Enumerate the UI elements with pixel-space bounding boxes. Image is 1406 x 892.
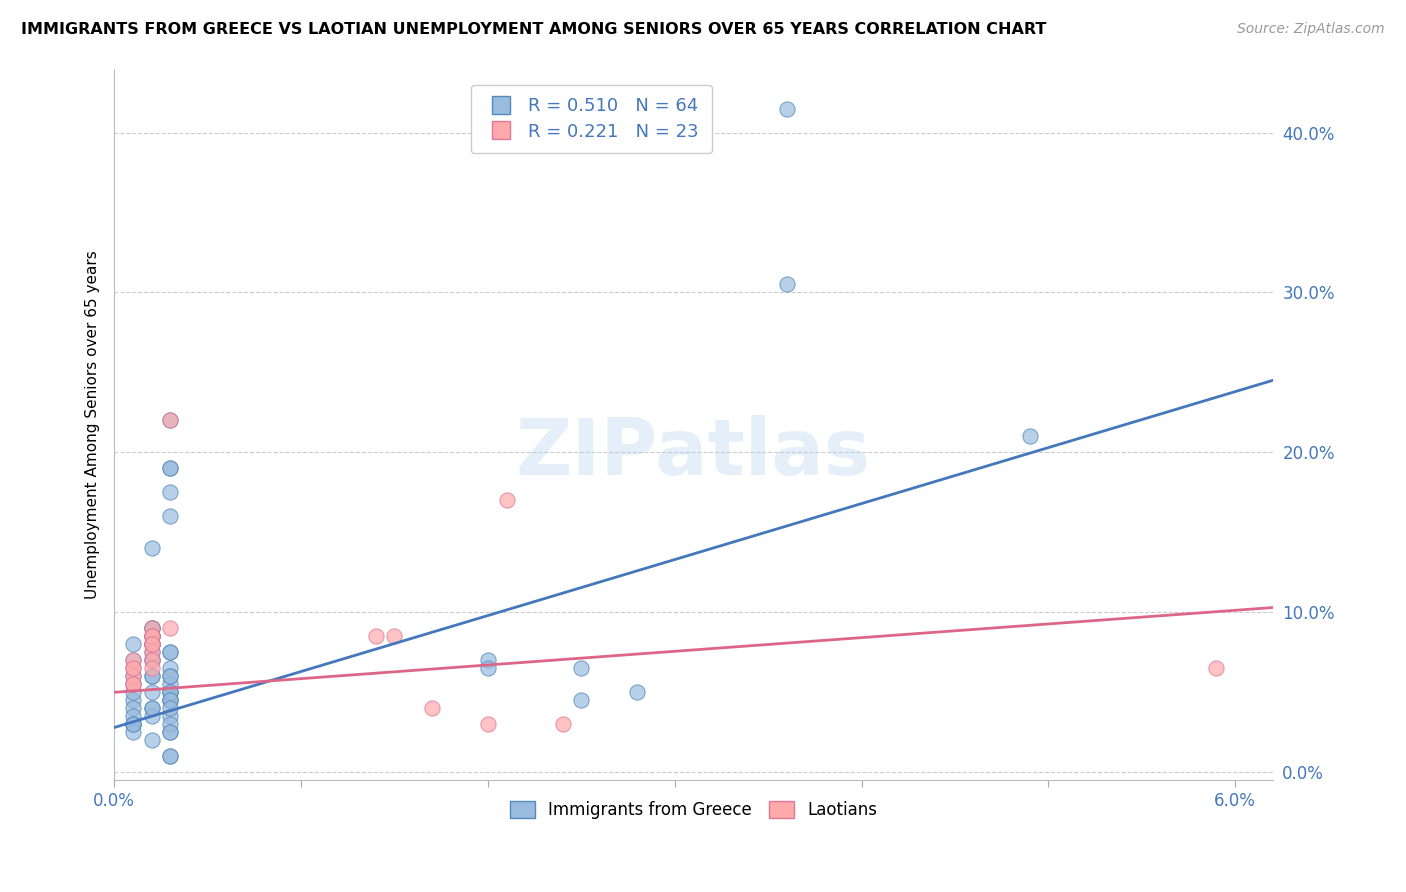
Text: Source: ZipAtlas.com: Source: ZipAtlas.com	[1237, 22, 1385, 37]
Point	[551, 717, 574, 731]
Point	[141, 637, 163, 651]
Point	[1018, 429, 1040, 443]
Point	[159, 685, 181, 699]
Point	[141, 629, 163, 643]
Point	[141, 621, 163, 635]
Point	[159, 461, 181, 475]
Point	[159, 693, 181, 707]
Point	[141, 653, 163, 667]
Point	[776, 277, 799, 292]
Point	[477, 661, 499, 675]
Point	[141, 661, 163, 675]
Point	[159, 693, 181, 707]
Point	[159, 645, 181, 659]
Point	[159, 701, 181, 715]
Point	[141, 733, 163, 747]
Point	[159, 717, 181, 731]
Point	[141, 653, 163, 667]
Point	[626, 685, 648, 699]
Point	[122, 677, 145, 691]
Point	[141, 637, 163, 651]
Point	[159, 709, 181, 723]
Point	[159, 509, 181, 524]
Point	[122, 677, 145, 691]
Point	[159, 621, 181, 635]
Point	[122, 669, 145, 683]
Point	[159, 725, 181, 739]
Point	[159, 669, 181, 683]
Point	[141, 669, 163, 683]
Point	[159, 413, 181, 427]
Point	[122, 701, 145, 715]
Point	[1205, 661, 1227, 675]
Point	[122, 661, 145, 675]
Point	[141, 709, 163, 723]
Point	[122, 685, 145, 699]
Point	[159, 725, 181, 739]
Legend: Immigrants from Greece, Laotians: Immigrants from Greece, Laotians	[503, 794, 883, 825]
Point	[122, 693, 145, 707]
Point	[141, 629, 163, 643]
Point	[159, 645, 181, 659]
Point	[159, 485, 181, 500]
Point	[122, 677, 145, 691]
Point	[159, 461, 181, 475]
Point	[159, 685, 181, 699]
Point	[141, 629, 163, 643]
Point	[159, 749, 181, 764]
Point	[141, 637, 163, 651]
Point	[141, 621, 163, 635]
Point	[141, 701, 163, 715]
Point	[141, 669, 163, 683]
Point	[122, 709, 145, 723]
Point	[495, 493, 517, 508]
Point	[159, 661, 181, 675]
Point	[364, 629, 387, 643]
Point	[569, 693, 592, 707]
Point	[141, 621, 163, 635]
Point	[122, 653, 145, 667]
Point	[141, 645, 163, 659]
Point	[141, 629, 163, 643]
Point	[569, 661, 592, 675]
Point	[122, 661, 145, 675]
Point	[141, 629, 163, 643]
Text: ZIPatlas: ZIPatlas	[516, 415, 870, 491]
Point	[477, 717, 499, 731]
Point	[122, 637, 145, 651]
Point	[141, 637, 163, 651]
Point	[477, 653, 499, 667]
Point	[159, 413, 181, 427]
Point	[141, 701, 163, 715]
Point	[159, 749, 181, 764]
Point	[122, 717, 145, 731]
Y-axis label: Unemployment Among Seniors over 65 years: Unemployment Among Seniors over 65 years	[86, 250, 100, 599]
Point	[122, 653, 145, 667]
Point	[122, 725, 145, 739]
Point	[159, 693, 181, 707]
Point	[159, 685, 181, 699]
Point	[122, 717, 145, 731]
Point	[776, 102, 799, 116]
Text: IMMIGRANTS FROM GREECE VS LAOTIAN UNEMPLOYMENT AMONG SENIORS OVER 65 YEARS CORRE: IMMIGRANTS FROM GREECE VS LAOTIAN UNEMPL…	[21, 22, 1046, 37]
Point	[122, 717, 145, 731]
Point	[141, 653, 163, 667]
Point	[420, 701, 443, 715]
Point	[122, 669, 145, 683]
Point	[141, 645, 163, 659]
Point	[159, 669, 181, 683]
Point	[159, 677, 181, 691]
Point	[384, 629, 406, 643]
Point	[141, 541, 163, 556]
Point	[141, 685, 163, 699]
Point	[141, 621, 163, 635]
Point	[141, 637, 163, 651]
